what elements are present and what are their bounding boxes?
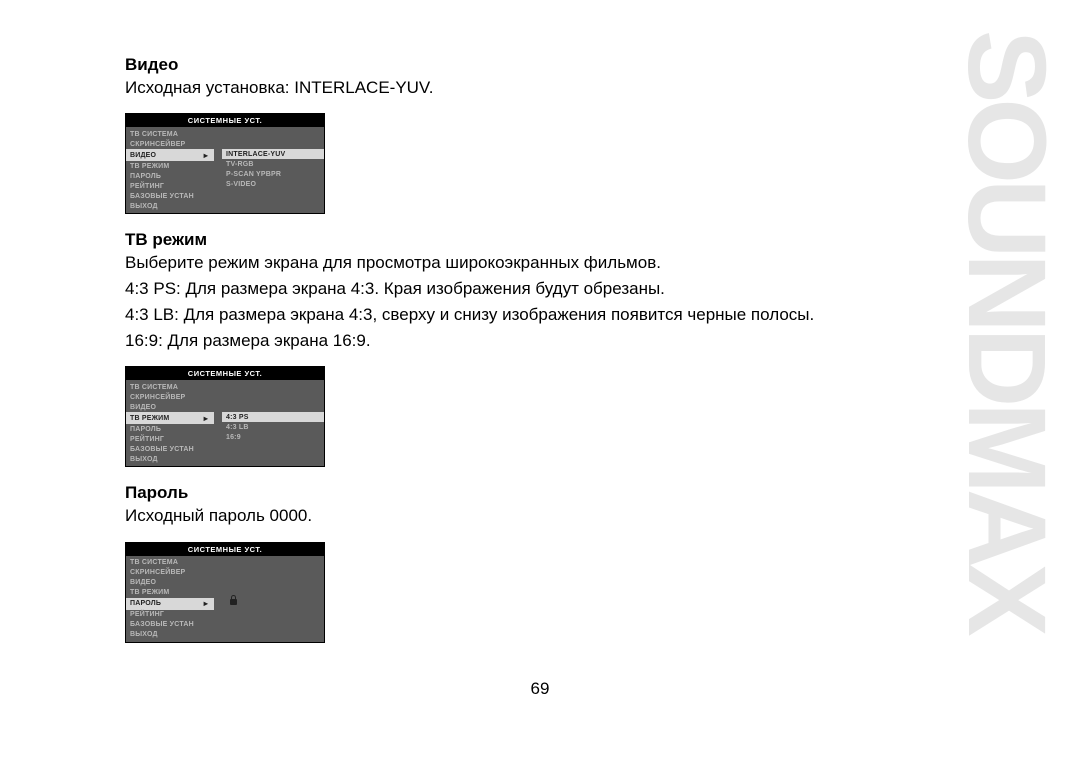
osd-menu-item[interactable]: ТВ РЕЖИМ <box>126 588 214 598</box>
osd-option-item[interactable]: S-VIDEO <box>222 179 324 189</box>
osd-option-item[interactable] <box>222 598 324 607</box>
osd-menu-item[interactable]: СКРИНСЕЙВЕР <box>126 139 214 149</box>
osd-menu-item[interactable]: ВЫХОД <box>126 201 214 211</box>
osd-menu-item[interactable]: ТВ СИСТЕМА <box>126 558 214 568</box>
osd-spacer <box>222 139 324 149</box>
osd-menu-item[interactable]: БАЗОВЫЕ УСТАН <box>126 444 214 454</box>
osd-title: СИСТЕМНЫЕ УСТ. <box>126 543 324 556</box>
osd-body: ТВ СИСТЕМАСКРИНСЕЙВЕРВИДЕО▸ТВ РЕЖИМПАРОЛ… <box>126 127 324 213</box>
osd-menu-item[interactable]: ВЫХОД <box>126 454 214 464</box>
tvmode-line-2: 4:3 LB: Для размера экрана 4:3, сверху и… <box>125 304 960 326</box>
osd-menu-item[interactable]: ТВ РЕЖИМ <box>126 161 214 171</box>
osd-menu-item[interactable]: ПАРОЛЬ▸ <box>126 598 214 610</box>
chevron-right-icon: ▸ <box>204 151 208 160</box>
section-title-video: Видео <box>125 55 960 75</box>
osd-spacer <box>222 588 324 598</box>
osd-screenshot-video: СИСТЕМНЫЕ УСТ.ТВ СИСТЕМАСКРИНСЕЙВЕРВИДЕО… <box>125 113 325 214</box>
osd-menu-item[interactable]: РЕЙТИНГ <box>126 434 214 444</box>
password-text: Исходный пароль 0000. <box>125 505 960 527</box>
chevron-right-icon: ▸ <box>204 599 208 608</box>
osd-menu-item[interactable]: БАЗОВЫЕ УСТАН <box>126 620 214 630</box>
osd-menu-item[interactable]: БАЗОВЫЕ УСТАН <box>126 191 214 201</box>
osd-menu-item[interactable]: РЕЙТИНГ <box>126 181 214 191</box>
section-title-password: Пароль <box>125 483 960 503</box>
osd-title: СИСТЕМНЫЕ УСТ. <box>126 114 324 127</box>
osd-menu-item[interactable]: СКРИНСЕЙВЕР <box>126 392 214 402</box>
osd-right-menu: INTERLACE-YUVTV-RGBP-SCAN YPBPRS-VIDEO <box>214 127 324 213</box>
osd-menu-item[interactable]: ТВ СИСТЕМА <box>126 382 214 392</box>
osd-body: ТВ СИСТЕМАСКРИНСЕЙВЕРВИДЕОТВ РЕЖИМ▸ПАРОЛ… <box>126 380 324 466</box>
tvmode-line-1: 4:3 PS: Для размера экрана 4:3. Края изо… <box>125 278 960 300</box>
osd-option-item[interactable]: 4:3 PS <box>222 412 324 422</box>
osd-option-item[interactable]: 16:9 <box>222 432 324 442</box>
osd-left-menu: ТВ СИСТЕМАСКРИНСЕЙВЕРВИДЕОТВ РЕЖИМ▸ПАРОЛ… <box>126 380 214 466</box>
osd-option-item[interactable]: TV-RGB <box>222 159 324 169</box>
osd-spacer <box>222 558 324 568</box>
osd-option-item[interactable]: P-SCAN YPBPR <box>222 169 324 179</box>
osd-spacer <box>222 578 324 588</box>
osd-body: ТВ СИСТЕМАСКРИНСЕЙВЕРВИДЕОТВ РЕЖИМПАРОЛЬ… <box>126 556 324 642</box>
osd-menu-item[interactable]: ТВ РЕЖИМ▸ <box>126 412 214 424</box>
osd-screenshot-tvmode: СИСТЕМНЫЕ УСТ.ТВ СИСТЕМАСКРИНСЕЙВЕРВИДЕО… <box>125 366 325 467</box>
osd-title: СИСТЕМНЫЕ УСТ. <box>126 367 324 380</box>
osd-menu-item[interactable]: ПАРОЛЬ <box>126 424 214 434</box>
video-text: Исходная установка: INTERLACE-YUV. <box>125 77 960 99</box>
osd-spacer <box>222 568 324 578</box>
chevron-right-icon: ▸ <box>204 414 208 423</box>
section-title-tvmode: ТВ режим <box>125 230 960 250</box>
osd-spacer <box>222 129 324 139</box>
lock-icon <box>230 599 237 605</box>
osd-screenshot-password: СИСТЕМНЫЕ УСТ.ТВ СИСТЕМАСКРИНСЕЙВЕРВИДЕО… <box>125 542 325 643</box>
osd-spacer <box>222 392 324 402</box>
tvmode-line-3: 16:9: Для размера экрана 16:9. <box>125 330 960 352</box>
osd-menu-item[interactable]: ТВ СИСТЕМА <box>126 129 214 139</box>
osd-menu-item[interactable]: ВИДЕО▸ <box>126 149 214 161</box>
osd-spacer <box>222 382 324 392</box>
tvmode-line-0: Выберите режим экрана для просмотра широ… <box>125 252 960 274</box>
osd-right-menu <box>214 556 324 642</box>
page-number: 69 <box>0 679 1080 699</box>
osd-menu-item[interactable]: ПАРОЛЬ <box>126 171 214 181</box>
osd-left-menu: ТВ СИСТЕМАСКРИНСЕЙВЕРВИДЕО▸ТВ РЕЖИМПАРОЛ… <box>126 127 214 213</box>
osd-menu-item[interactable]: ВИДЕО <box>126 578 214 588</box>
page: SOUNDMAX Видео Исходная установка: INTER… <box>0 0 1080 761</box>
osd-menu-item[interactable]: ВИДЕО <box>126 402 214 412</box>
osd-menu-item[interactable]: РЕЙТИНГ <box>126 610 214 620</box>
osd-left-menu: ТВ СИСТЕМАСКРИНСЕЙВЕРВИДЕОТВ РЕЖИМПАРОЛЬ… <box>126 556 214 642</box>
osd-menu-item[interactable]: ВЫХОД <box>126 630 214 640</box>
osd-spacer <box>222 402 324 412</box>
osd-option-item[interactable]: INTERLACE-YUV <box>222 149 324 159</box>
osd-option-item[interactable]: 4:3 LB <box>222 422 324 432</box>
osd-menu-item[interactable]: СКРИНСЕЙВЕР <box>126 568 214 578</box>
brand-watermark: SOUNDMAX <box>943 30 1070 632</box>
osd-right-menu: 4:3 PS4:3 LB16:9 <box>214 380 324 466</box>
